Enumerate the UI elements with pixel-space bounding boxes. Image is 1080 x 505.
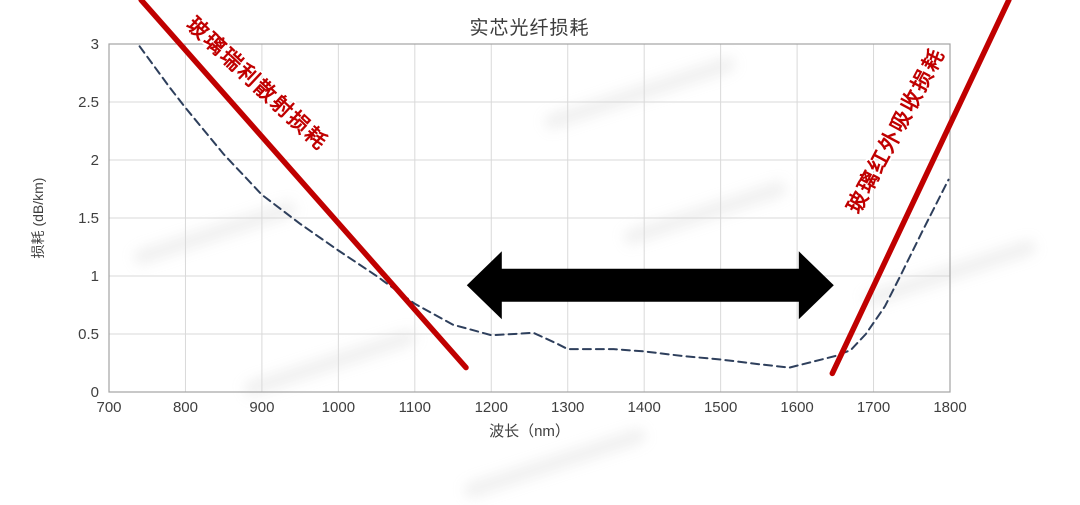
x-tick-label: 1800	[933, 399, 966, 416]
x-tick-label: 1100	[399, 399, 431, 416]
x-tick-label: 800	[173, 399, 198, 416]
x-tick-label: 1300	[551, 399, 584, 416]
x-tick-label: 1700	[857, 399, 890, 416]
total-loss-line	[138, 45, 950, 369]
y-tick-label: 0.5	[78, 326, 99, 343]
y-tick-label: 1	[91, 268, 99, 285]
x-axis-label: 波长（nm）	[489, 423, 570, 440]
plot-border	[108, 43, 951, 393]
y-tick-label: 3	[91, 36, 99, 53]
y-axis-label: 损耗 (dB/km)	[30, 177, 46, 259]
y-tick-label: 2.5	[78, 94, 99, 111]
x-tick-label: 900	[249, 399, 274, 416]
low-loss-window-arrow	[466, 251, 834, 320]
x-tick-label: 1400	[627, 399, 660, 416]
y-tick-label: 2	[91, 152, 99, 169]
chart-title: 实芯光纤损耗	[469, 18, 590, 39]
x-tick-label: 1600	[780, 399, 813, 416]
x-tick-label: 700	[96, 399, 121, 416]
x-tick-label: 1500	[704, 399, 737, 416]
x-tick-label: 1000	[322, 399, 355, 416]
y-tick-label: 1.5	[78, 210, 99, 227]
x-tick-label: 1200	[475, 399, 508, 416]
rayleigh-loss-line	[138, 0, 469, 371]
y-tick-label: 0	[91, 384, 99, 401]
ir-loss-line	[829, 0, 1012, 377]
